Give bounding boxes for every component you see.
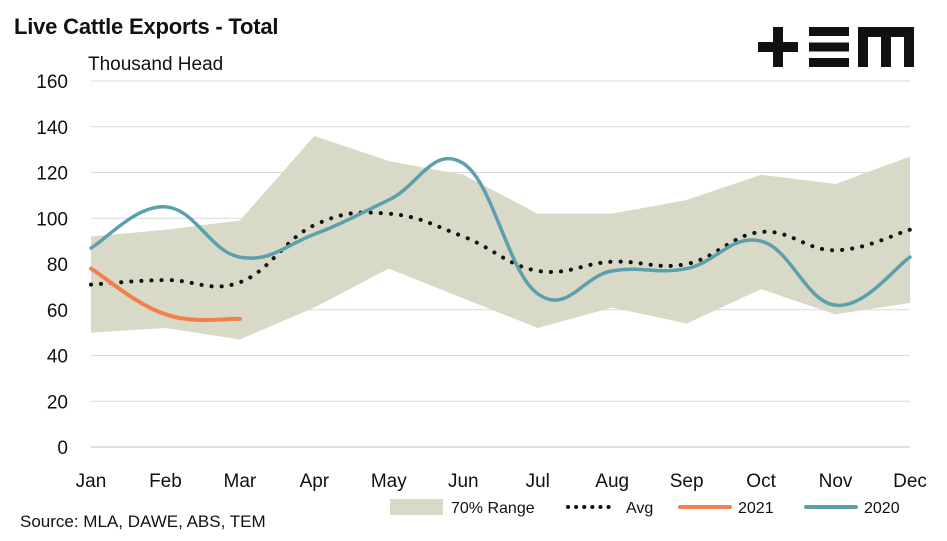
x-tick-label: Oct	[746, 471, 776, 492]
series-lines	[89, 156, 912, 323]
y-tick-label: 120	[36, 164, 68, 185]
y-tick-labels: 0 20 40 60 80 100 120 140 160	[36, 72, 68, 459]
x-tick-label: May	[371, 471, 407, 492]
chart-title: Live Cattle Exports - Total	[14, 14, 279, 39]
source-note: Source: MLA, DAWE, ABS, TEM	[20, 512, 266, 531]
x-tick-labels: Jan Feb Mar Apr May Jun Jul Aug Sep Oct Nov Dec	[76, 471, 927, 492]
x-tick-label: Dec	[893, 471, 927, 492]
y-tick-label: 60	[47, 301, 68, 322]
range-area	[91, 135, 910, 340]
legend-label-2021: 2021	[738, 500, 774, 517]
range-band	[91, 135, 910, 340]
x-tick-label: Mar	[224, 471, 257, 492]
legend: 70% Range Avg 2021 2020	[390, 499, 900, 517]
series-line-2021	[89, 266, 242, 323]
y-axis-unit-label: Thousand Head	[88, 54, 224, 75]
legend-label-avg: Avg	[626, 500, 653, 517]
y-tick-label: 100	[36, 209, 68, 230]
y-tick-label: 160	[36, 72, 68, 93]
y-tick-label: 20	[47, 392, 68, 413]
series-line-2020	[89, 156, 912, 307]
tem-logo-icon	[758, 27, 914, 67]
legend-swatch-range	[390, 499, 443, 515]
series-line-avg	[89, 210, 912, 289]
y-tick-label: 80	[47, 255, 68, 276]
y-tick-label: 40	[47, 347, 68, 368]
x-tick-label: Aug	[595, 471, 629, 492]
y-tick-label: 140	[36, 118, 68, 139]
x-tick-label: Apr	[300, 471, 330, 492]
x-tick-label: Jul	[526, 471, 550, 492]
x-tick-label: Feb	[149, 471, 182, 492]
x-tick-label: Jun	[448, 471, 479, 492]
x-tick-label: Nov	[819, 471, 853, 492]
y-tick-label: 0	[57, 438, 68, 459]
legend-label-2020: 2020	[864, 500, 900, 517]
x-tick-label: Jan	[76, 471, 107, 492]
x-tick-label: Sep	[670, 471, 704, 492]
legend-label-range: 70% Range	[451, 500, 535, 517]
